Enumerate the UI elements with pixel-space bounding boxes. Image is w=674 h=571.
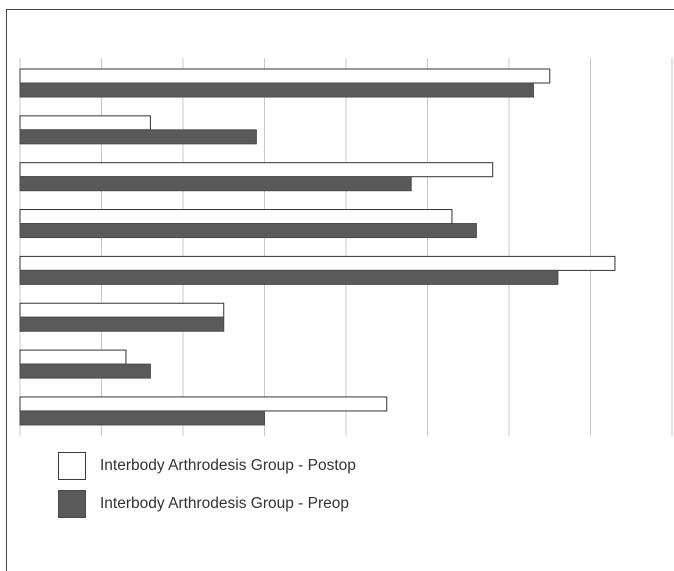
legend-swatch-preop — [58, 490, 86, 518]
bar-preop-2 — [19, 129, 257, 145]
bar-postop-3 — [19, 162, 494, 178]
bar-preop-6 — [19, 316, 225, 332]
bar-postop-4 — [19, 209, 453, 225]
bar-postop-1 — [19, 68, 551, 84]
bar-preop-4 — [19, 223, 477, 239]
legend: Interbody Arthrodesis Group - Postop Int… — [58, 450, 356, 526]
legend-label-preop: Interbody Arthrodesis Group - Preop — [100, 495, 349, 512]
legend-item-preop: Interbody Arthrodesis Group - Preop — [58, 488, 356, 520]
legend-label-postop: Interbody Arthrodesis Group - Postop — [100, 457, 356, 474]
bar-preop-7 — [19, 363, 151, 379]
bar-postop-6 — [19, 302, 225, 318]
bar-postop-8 — [19, 396, 388, 412]
bars — [19, 68, 616, 426]
bar-preop-8 — [19, 410, 265, 426]
bar-postop-2 — [19, 115, 151, 131]
bar-preop-1 — [19, 82, 534, 98]
legend-swatch-postop — [58, 452, 86, 480]
bar-preop-3 — [19, 176, 412, 192]
bar-preop-5 — [19, 269, 559, 285]
bar-postop-5 — [19, 255, 616, 271]
bar-postop-7 — [19, 349, 127, 365]
legend-item-postop: Interbody Arthrodesis Group - Postop — [58, 450, 356, 482]
gridlines — [19, 58, 673, 436]
